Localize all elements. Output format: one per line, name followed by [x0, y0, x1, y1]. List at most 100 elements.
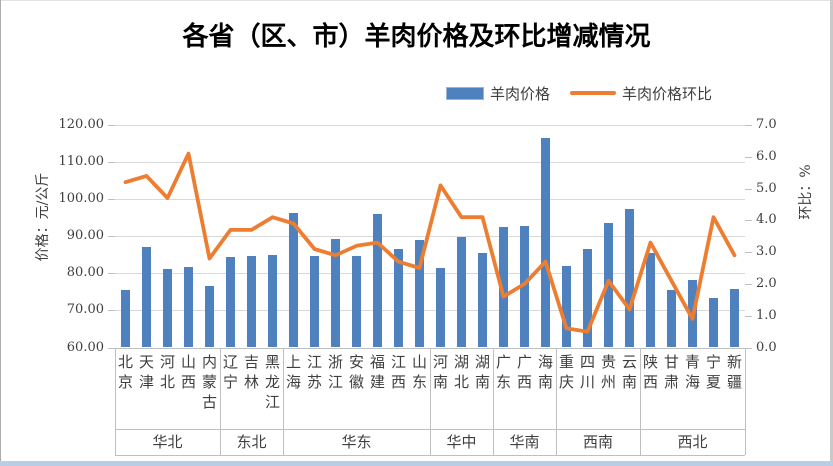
window-border-right: [830, 0, 833, 466]
category-label-吉林: 吉 林: [243, 353, 259, 391]
category-label-四川: 四 川: [579, 353, 595, 391]
category-label-江西: 江 西: [390, 353, 406, 391]
window-border-left: [0, 0, 1, 466]
region-separator: [220, 347, 221, 455]
right-axis-tick-label: 0.0: [756, 339, 777, 355]
h-gridline: [115, 310, 745, 312]
bar-甘肃: [667, 289, 676, 348]
category-label-辽宁: 辽 宁: [222, 353, 238, 391]
right-axis-tick-label: 6.0: [756, 148, 777, 164]
bar-吉林: [247, 255, 256, 348]
bar-山东: [415, 239, 424, 348]
category-label-青海: 青 海: [684, 353, 700, 391]
left-axis-tick: [108, 347, 115, 349]
category-label-新疆: 新 疆: [726, 353, 742, 391]
left-axis-tick-label: 120.00: [58, 117, 105, 132]
label-table-border-bottom: [115, 455, 745, 456]
bar-云南: [625, 208, 634, 348]
right-axis-tick: [745, 156, 752, 158]
right-axis-tick: [745, 220, 752, 222]
h-gridline: [115, 125, 745, 126]
left-axis-tick: [108, 273, 115, 275]
legend-label-price: 羊肉价格: [490, 84, 551, 103]
legend-item-price: 羊肉价格: [446, 83, 550, 104]
category-label-甘肃: 甘 肃: [663, 353, 679, 391]
right-axis-tick-label: 2.0: [756, 275, 777, 291]
category-label-安徽: 安 徽: [348, 353, 364, 391]
category-label-河北: 河 北: [159, 353, 175, 391]
region-label-华北: 华北: [152, 433, 183, 451]
category-label-广西: 广 西: [516, 353, 532, 391]
right-axis-tick: [745, 252, 752, 254]
legend: 羊肉价格 羊肉价格环比: [446, 83, 712, 103]
category-label-天津: 天 津: [138, 353, 154, 391]
left-axis-tick: [108, 162, 115, 164]
bar-海南: [541, 137, 550, 348]
category-label-山西: 山 西: [180, 353, 196, 391]
left-axis-tick: [108, 310, 115, 312]
bar-北京: [121, 290, 130, 348]
bar-安徽: [352, 255, 361, 348]
right-axis-tick: [745, 315, 752, 317]
category-label-山东: 山 东: [411, 353, 427, 391]
bar-重庆: [562, 266, 571, 348]
bar-河南: [436, 267, 445, 348]
bar-江西: [394, 249, 403, 348]
left-axis-tick-label: 100.00: [58, 191, 105, 207]
category-label-贵州: 贵 州: [600, 353, 616, 391]
right-axis-tick-label: 4.0: [756, 212, 777, 228]
category-label-宁夏: 宁 夏: [705, 353, 721, 391]
h-gridline: [115, 162, 745, 164]
label-table-border-left: [115, 347, 116, 455]
region-separator: [640, 347, 641, 455]
bar-天津: [142, 246, 151, 348]
right-axis-tick: [745, 283, 752, 285]
left-axis-tick-label: 90.00: [66, 228, 104, 244]
right-axis-tick: [745, 125, 752, 126]
category-label-湖北: 湖 北: [453, 353, 469, 391]
bar-浙江: [331, 238, 340, 348]
bar-广西: [520, 225, 529, 348]
legend-item-mom: 羊肉价格环比: [570, 83, 712, 104]
left-axis-tick-label: 70.00: [66, 302, 104, 318]
chart-title: 各省（区、市）羊肉价格及环比增减情况: [182, 22, 651, 52]
right-axis-tick: [745, 347, 752, 349]
region-label-华南: 华南: [509, 433, 540, 451]
right-axis-tick-label: 7.0: [756, 117, 777, 132]
region-label-西北: 西北: [677, 433, 708, 451]
label-table-border-right: [745, 347, 746, 455]
left-axis-tick-label: 80.00: [66, 265, 104, 281]
category-label-黑龙江: 黑 龙 江: [264, 353, 280, 411]
category-label-广东: 广 东: [495, 353, 511, 391]
region-separator: [283, 347, 284, 455]
right-axis-tick-label: 5.0: [756, 180, 777, 196]
right-axis-title: 环比：%: [798, 164, 814, 220]
bar-四川: [583, 248, 592, 348]
mom-line-layer: [123, 151, 737, 334]
right-axis-tick-label: 1.0: [756, 307, 777, 323]
region-label-华中: 华中: [446, 433, 477, 451]
h-gridline: [115, 273, 745, 275]
line-series-swatch: [570, 91, 617, 95]
window-border-top: [0, 0, 833, 1]
bar-福建: [373, 214, 382, 348]
bar-上海: [289, 212, 298, 348]
left-axis-tick-label: 60.00: [66, 339, 104, 355]
left-axis-tick: [108, 236, 115, 238]
category-label-海南: 海 南: [537, 353, 553, 391]
bar-湖南: [478, 253, 487, 348]
bar-河北: [163, 268, 172, 348]
bar-黑龙江: [268, 254, 277, 348]
window-bottom-strip: [0, 461, 833, 466]
h-gridline: [115, 199, 745, 201]
category-label-福建: 福 建: [369, 353, 385, 391]
category-label-内蒙古: 内 蒙 古: [201, 353, 217, 411]
bar-山西: [184, 267, 193, 348]
left-axis-tick: [108, 125, 115, 126]
category-label-陕西: 陕 西: [642, 353, 658, 391]
category-label-湖南: 湖 南: [474, 353, 490, 391]
category-label-北京: 北 京: [117, 353, 133, 391]
region-label-西南: 西南: [582, 433, 613, 451]
bar-陕西: [646, 252, 655, 348]
